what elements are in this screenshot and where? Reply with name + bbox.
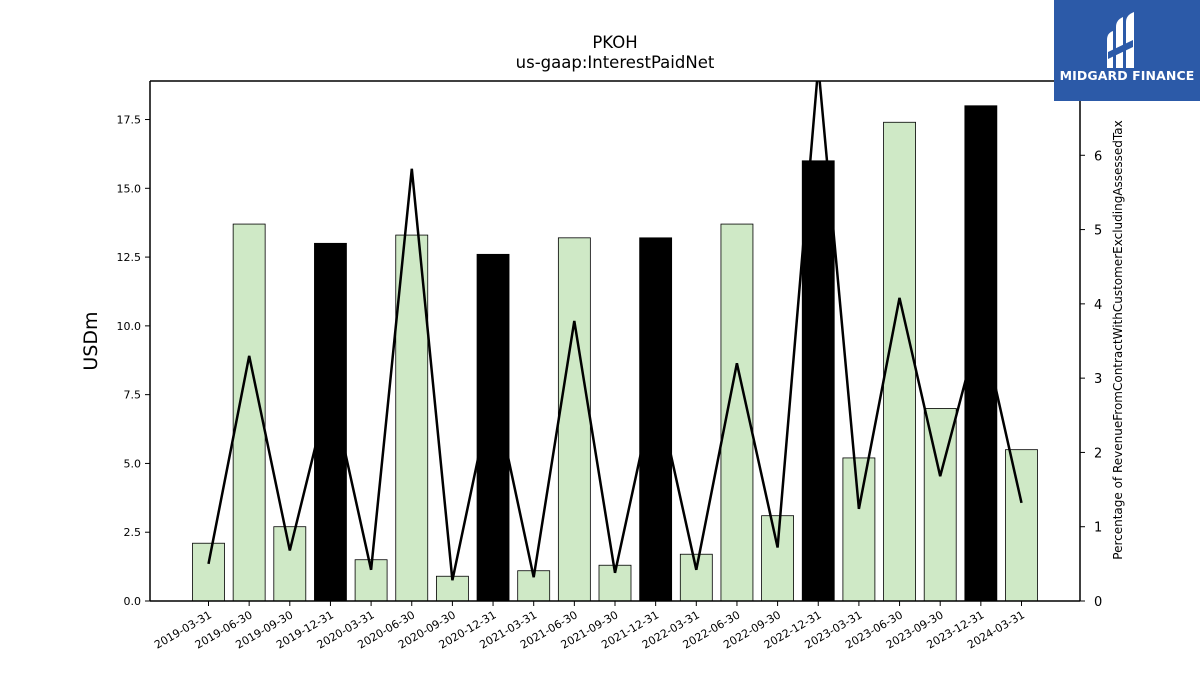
bar-2023-03-31 xyxy=(842,457,876,602)
y-tick-label-2.5: 2.5 xyxy=(124,526,142,539)
y-tick-label-12.5: 12.5 xyxy=(117,251,142,264)
y2-tick-label-1: 1 xyxy=(1094,521,1102,536)
bar-2021-12-31 xyxy=(639,237,673,602)
y-tick-label-10.0: 10.0 xyxy=(117,320,142,333)
bar-2022-09-30 xyxy=(761,515,794,602)
bar-2020-06-30 xyxy=(395,234,429,602)
bar-2019-03-31 xyxy=(192,542,225,602)
bars-layer xyxy=(192,105,1038,602)
y-axis-label: USDm xyxy=(80,311,102,370)
y2-tick-label-0: 0 xyxy=(1094,595,1102,610)
bar-2022-03-31 xyxy=(679,553,713,602)
bar-2019-09-30 xyxy=(273,526,307,602)
bar-2020-12-31 xyxy=(476,253,510,602)
y-tick-label-0.0: 0.0 xyxy=(124,595,142,608)
line-layer xyxy=(207,81,1023,581)
y2-tick-label-3: 3 xyxy=(1094,372,1102,387)
y2-tick-label-4: 4 xyxy=(1094,298,1102,313)
bar-2023-12-31 xyxy=(964,105,998,602)
y2-axis-label: Percentage of RevenueFromContractWithCus… xyxy=(1111,120,1125,559)
y2-tick-label-6: 6 xyxy=(1094,149,1102,164)
bar-2021-06-30 xyxy=(557,237,591,602)
logo-text: MIDGARD FINANCE xyxy=(1059,68,1195,83)
y2-tick-label-2: 2 xyxy=(1094,446,1102,461)
chart-subtitle: us-gaap:InterestPaidNet xyxy=(515,53,715,72)
y-tick-label-15.0: 15.0 xyxy=(117,182,142,195)
bar-2022-12-31 xyxy=(801,160,835,602)
chart-title: PKOH xyxy=(592,33,638,52)
y-tick-label-17.5: 17.5 xyxy=(117,114,142,127)
ratio-line xyxy=(207,81,1023,581)
bar-2019-12-31 xyxy=(314,242,347,602)
logo-mark-icon xyxy=(1107,12,1134,68)
y2-tick-label-5: 5 xyxy=(1094,224,1102,239)
bar-2024-03-31 xyxy=(1005,449,1038,602)
y-tick-label-7.5: 7.5 xyxy=(124,389,142,402)
y-tick-label-5.0: 5.0 xyxy=(124,457,142,470)
brand-logo: MIDGARD FINANCE xyxy=(1054,0,1200,101)
